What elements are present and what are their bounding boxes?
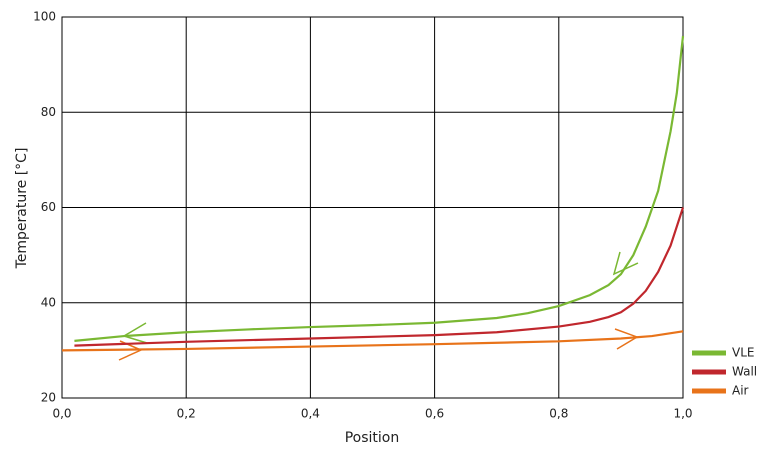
x-tick-label: 0,2 xyxy=(177,407,196,421)
arrow xyxy=(612,251,639,276)
arrow xyxy=(122,322,148,344)
legend-label: Wall xyxy=(732,365,757,379)
y-tick-label: 40 xyxy=(41,295,56,309)
x-tick-label: 0,6 xyxy=(425,407,444,421)
x-tick-label: 0,4 xyxy=(301,407,320,421)
legend-label: Air xyxy=(732,384,749,398)
x-axis-label: Position xyxy=(345,430,400,446)
series-line xyxy=(74,207,685,347)
series-line xyxy=(61,330,684,352)
y-tick-label: 60 xyxy=(41,200,56,214)
x-tick-label: 1,0 xyxy=(673,407,692,421)
y-tick-label: 20 xyxy=(41,391,56,405)
y-axis-label: Temperature [°C] xyxy=(14,148,30,270)
y-tick-label: 100 xyxy=(33,10,56,24)
y-tick-label: 80 xyxy=(41,105,56,119)
x-tick-label: 0,0 xyxy=(52,407,71,421)
legend-label: VLE xyxy=(732,346,754,360)
x-tick-label: 0,8 xyxy=(549,407,568,421)
series-line xyxy=(74,35,685,342)
